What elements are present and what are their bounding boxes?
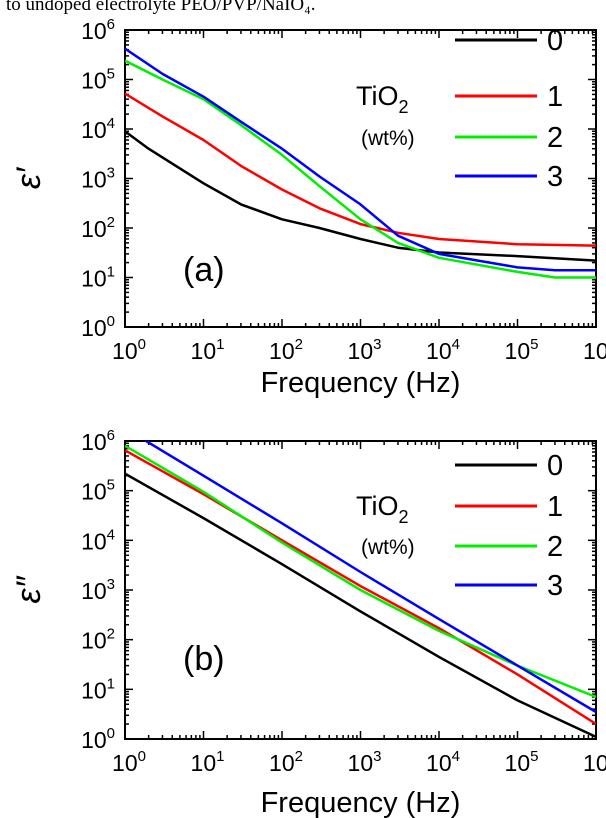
x-tick-label: 103: [348, 748, 382, 776]
panel-label: (b): [183, 640, 225, 678]
legend-label-1: 1: [547, 81, 563, 113]
x-tick-label: 102: [269, 336, 303, 364]
y-tick-label: 101: [81, 264, 115, 292]
legend-label-2: 2: [547, 122, 563, 154]
y-tick-label: 105: [81, 477, 115, 505]
y-tick-label: 102: [81, 214, 115, 242]
legend-label-0: 0: [547, 25, 563, 57]
panel-b: 1001011021031041051061001011021031041051…: [10, 427, 606, 818]
x-tick-label: 106: [583, 748, 606, 776]
legend-label-0: 0: [547, 450, 563, 482]
y-tick-label: 104: [81, 115, 115, 143]
x-tick-label: 100: [112, 336, 146, 364]
y-axis-label: ε′: [10, 166, 48, 189]
caption-fragment: to undoped electrolyte PEO/PVP/NaIO₄.: [6, 0, 316, 15]
x-tick-label: 104: [426, 748, 460, 776]
x-tick-label: 101: [191, 336, 225, 364]
series-line-3: [143, 441, 596, 714]
y-tick-label: 103: [81, 165, 115, 193]
x-tick-label: 106: [583, 336, 606, 364]
y-tick-label: 100: [81, 725, 115, 753]
x-tick-label: 105: [505, 748, 539, 776]
y-tick-label: 106: [81, 427, 115, 455]
y-tick-label: 105: [81, 66, 115, 94]
panel-a: 1001011021031041051061001011021031041051…: [10, 16, 606, 399]
x-tick-label: 101: [191, 748, 225, 776]
legend-title: TiO2: [356, 81, 409, 117]
legend-label-3: 3: [547, 161, 563, 193]
x-tick-label: 102: [269, 748, 303, 776]
y-tick-label: 101: [81, 675, 115, 703]
legend-unit: (wt%): [361, 127, 415, 150]
x-tick-label: 105: [505, 336, 539, 364]
series-line-2: [125, 59, 596, 279]
series-line-3: [125, 47, 596, 272]
x-tick-label: 103: [348, 336, 382, 364]
legend-label-3: 3: [547, 570, 563, 602]
y-tick-label: 100: [81, 313, 115, 341]
y-tick-label: 106: [81, 16, 115, 44]
legend-label-2: 2: [547, 531, 563, 563]
legend-label-1: 1: [547, 491, 563, 523]
x-tick-label: 104: [426, 336, 460, 364]
panel-label: (a): [183, 251, 225, 289]
y-tick-label: 102: [81, 626, 115, 654]
legend-unit: (wt%): [361, 536, 415, 559]
series-line-1: [125, 92, 596, 247]
legend-title: TiO2: [356, 491, 409, 527]
x-tick-label: 100: [112, 748, 146, 776]
series-line-0: [125, 130, 596, 262]
y-tick-label: 104: [81, 526, 115, 554]
series-line-1: [125, 449, 596, 726]
y-axis-label: ε″: [10, 576, 48, 604]
y-tick-label: 103: [81, 576, 115, 604]
x-axis-label: Frequency (Hz): [261, 367, 461, 399]
series-line-0: [125, 472, 596, 739]
x-axis-label: Frequency (Hz): [261, 787, 461, 818]
